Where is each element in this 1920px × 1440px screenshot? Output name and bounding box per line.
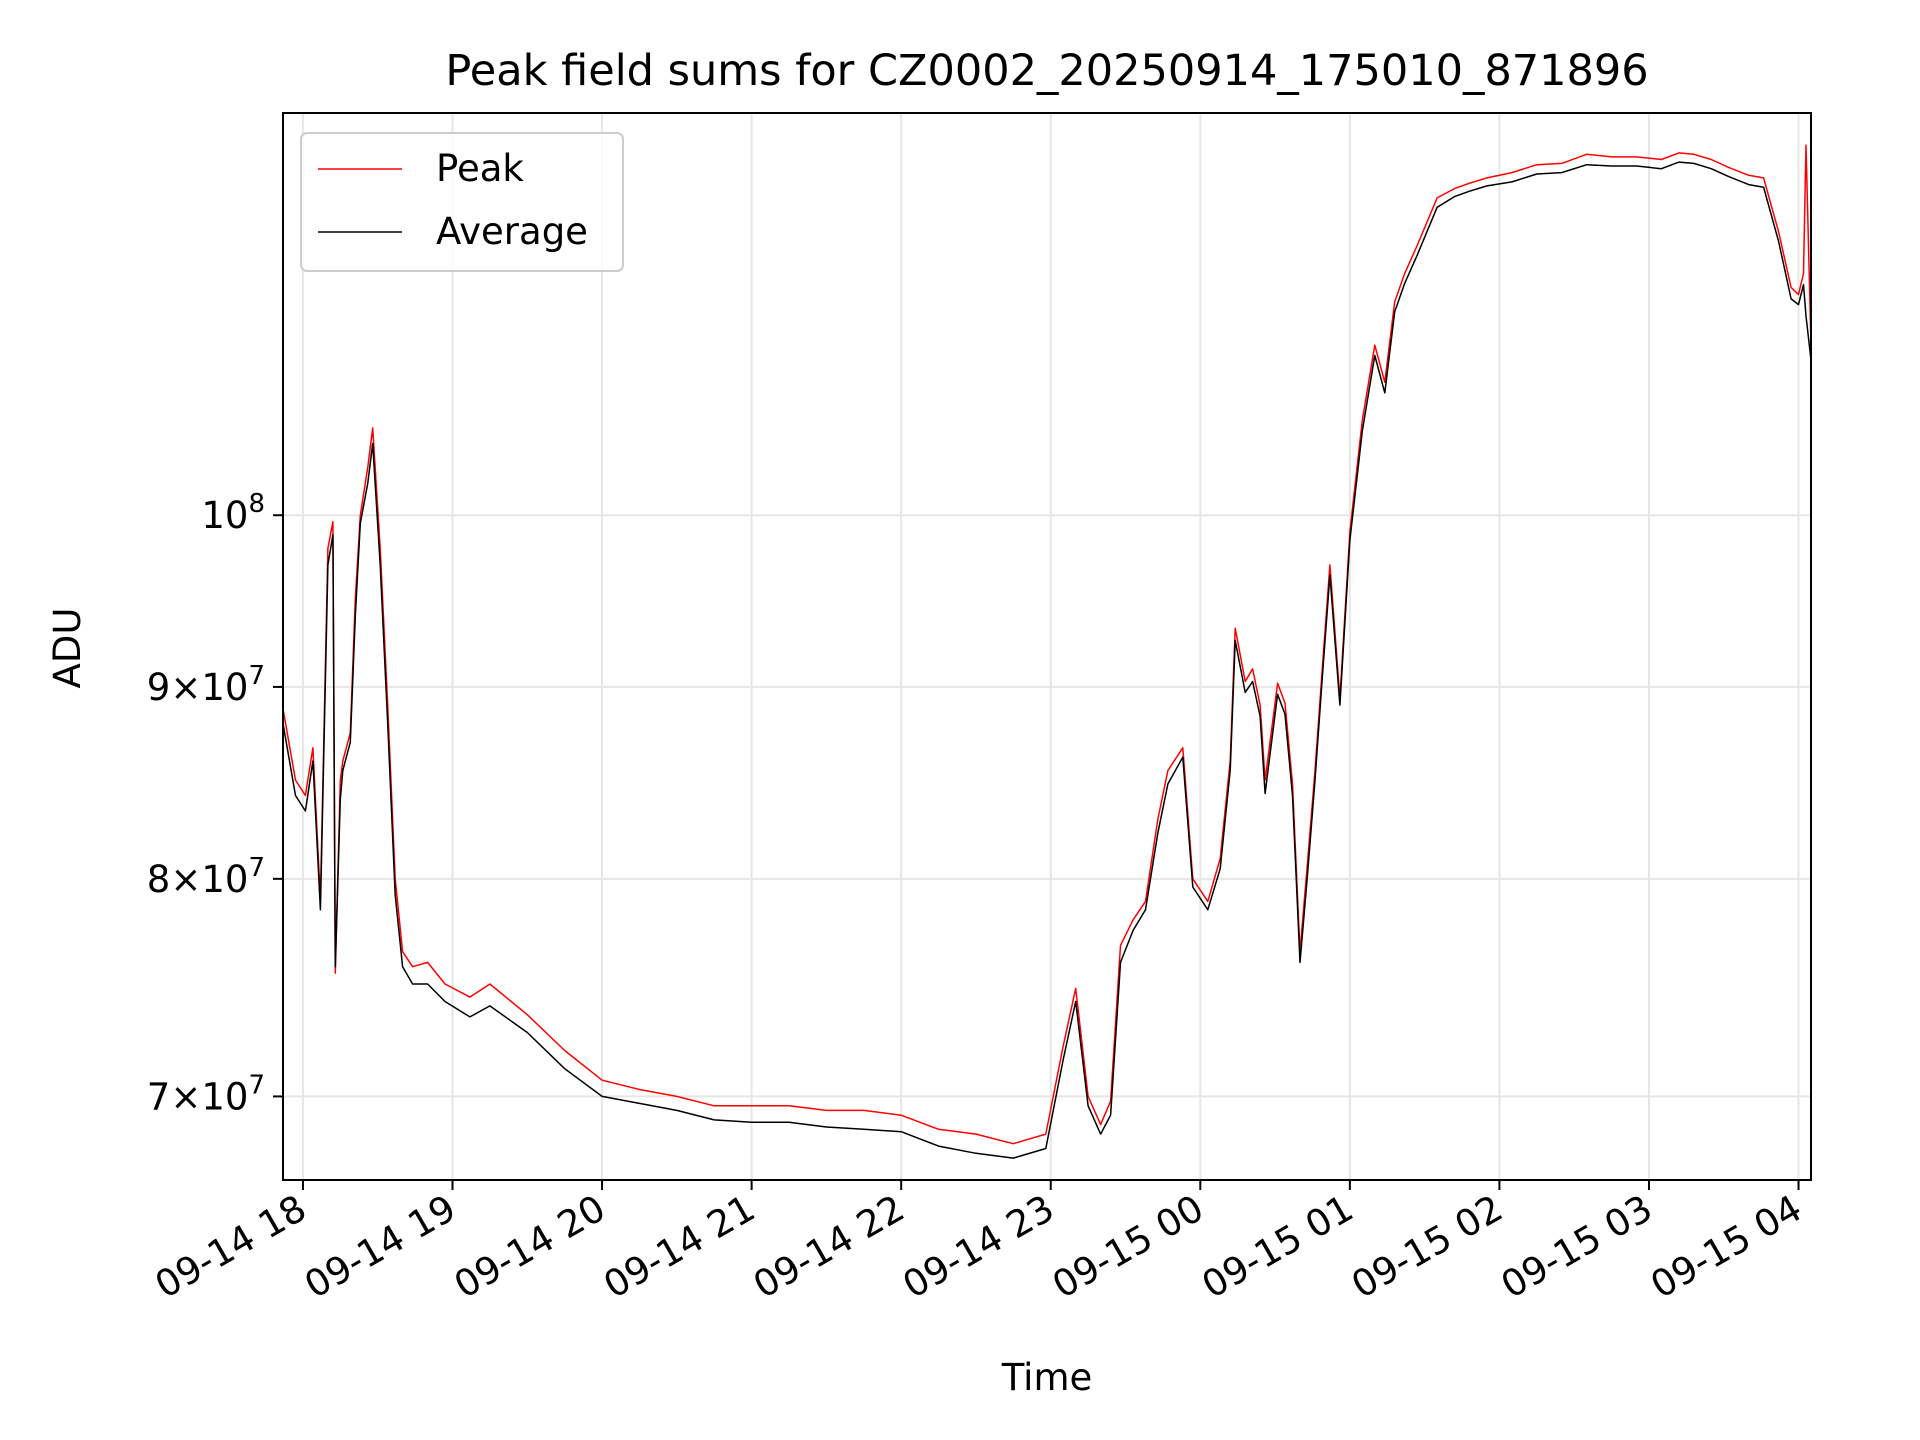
- y-tick-exponent: 7: [248, 853, 265, 883]
- y-tick-mantissa: 7: [147, 1075, 171, 1118]
- y-tick-mantissa: 8: [147, 858, 171, 901]
- y-tick-label: 9×107: [147, 661, 265, 709]
- y-tick-base: 10: [201, 1075, 248, 1118]
- legend: Peak Average: [300, 132, 624, 272]
- y-tick-base: 10: [201, 666, 248, 709]
- y-tick-label: 108: [201, 489, 265, 537]
- series-line-average: [283, 161, 1811, 1159]
- x-axis-label: Time: [1001, 1356, 1093, 1399]
- y-tick-base: 10: [201, 858, 248, 901]
- chart-title: Peak field sums for CZ0002_20250914_1750…: [445, 46, 1648, 96]
- y-tick-exponent: 7: [248, 1070, 265, 1100]
- y-tick-times-sign: ×: [170, 858, 201, 901]
- y-tick-label: 7×107: [147, 1070, 265, 1118]
- y-tick-times-sign: ×: [170, 666, 201, 709]
- y-tick-label: 8×107: [147, 853, 265, 901]
- plot-frame: [282, 112, 1812, 1181]
- y-tick-mantissa: 9: [147, 666, 171, 709]
- y-tick-exponent: 7: [248, 661, 265, 691]
- y-tick-exponent: 8: [248, 489, 265, 519]
- series-layer: [283, 144, 1811, 1159]
- y-axis-label: ADU: [46, 608, 89, 689]
- legend-label-average: Average: [436, 210, 588, 253]
- legend-label-peak: Peak: [436, 147, 524, 190]
- y-tick-times-sign: ×: [170, 1075, 201, 1118]
- grid: [283, 113, 1811, 1180]
- y-tick-base: 10: [201, 494, 248, 537]
- series-line-peak: [283, 144, 1811, 1145]
- legend-box: [300, 132, 624, 272]
